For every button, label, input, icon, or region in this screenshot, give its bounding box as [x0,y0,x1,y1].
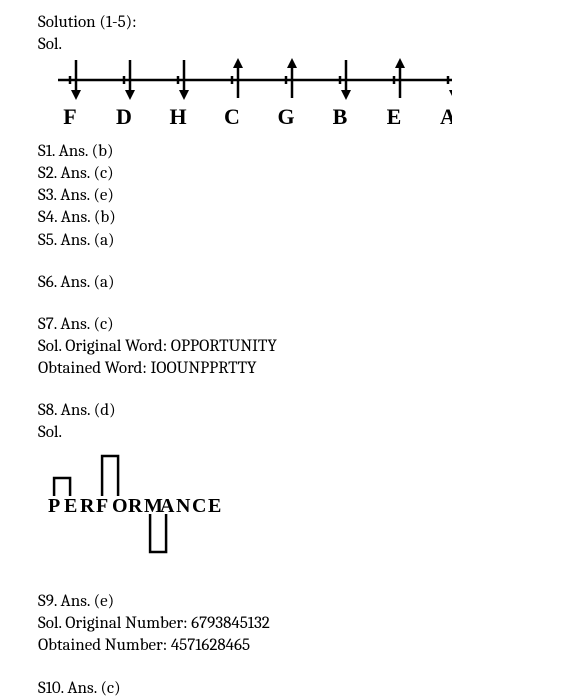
s8-answer: S8. Ans. (d) [38,400,588,422]
svg-text:A: A [160,495,175,517]
svg-text:H: H [169,104,186,129]
svg-text:O: O [112,495,128,517]
answer-line: S1. Ans. (b) [38,141,588,163]
answer-line: S2. Ans. (c) [38,163,588,185]
svg-text:F: F [96,495,108,517]
svg-text:B: B [333,104,348,129]
solution-range-title: Solution (1-5): [38,12,588,34]
s6-answer: S6. Ans. (a) [38,272,588,294]
svg-text:F: F [63,104,76,129]
svg-text:E: E [208,495,221,517]
svg-text:N: N [176,495,191,517]
s7-sol-line1: Sol. Original Word: OPPORTUNITY [38,336,588,358]
svg-text:E: E [387,104,402,129]
svg-text:A: A [440,104,452,129]
svg-text:D: D [116,104,132,129]
solution-content: Solution (1-5): Sol. F D H C G B E A S1. Ans. (… [0,0,588,700]
answers-1-5: S1. Ans. (b)S2. Ans. (c)S3. Ans. (e)S4. … [38,141,588,251]
svg-text:C: C [192,495,206,517]
performance-diagram: PERFORMANCE [42,452,232,562]
answer-line: S5. Ans. (a) [38,230,588,252]
seating-diagram: FDHCGBEA [52,58,452,130]
s9-answer: S9. Ans. (e) [38,591,588,613]
s9-sol-line1: Sol. Original Number: 6793845132 [38,613,588,635]
svg-text:P: P [48,495,60,517]
s7-answer: S7. Ans. (c) [38,314,588,336]
sol-label: Sol. [38,34,588,56]
answer-line: S3. Ans. (e) [38,185,588,207]
s9-sol-line2: Obtained Number: 4571628465 [38,635,588,657]
svg-text:E: E [64,495,77,517]
s7-sol-line2: Obtained Word: IOOUNPPRTTY [38,358,588,380]
answer-line: S4. Ans. (b) [38,207,588,229]
s8-sol-label: Sol. [38,422,588,444]
s10-answer: S10. Ans. (c) [38,678,588,700]
svg-text:R: R [80,495,95,517]
svg-text:C: C [224,104,240,129]
svg-text:R: R [128,495,143,517]
svg-text:G: G [277,104,294,129]
